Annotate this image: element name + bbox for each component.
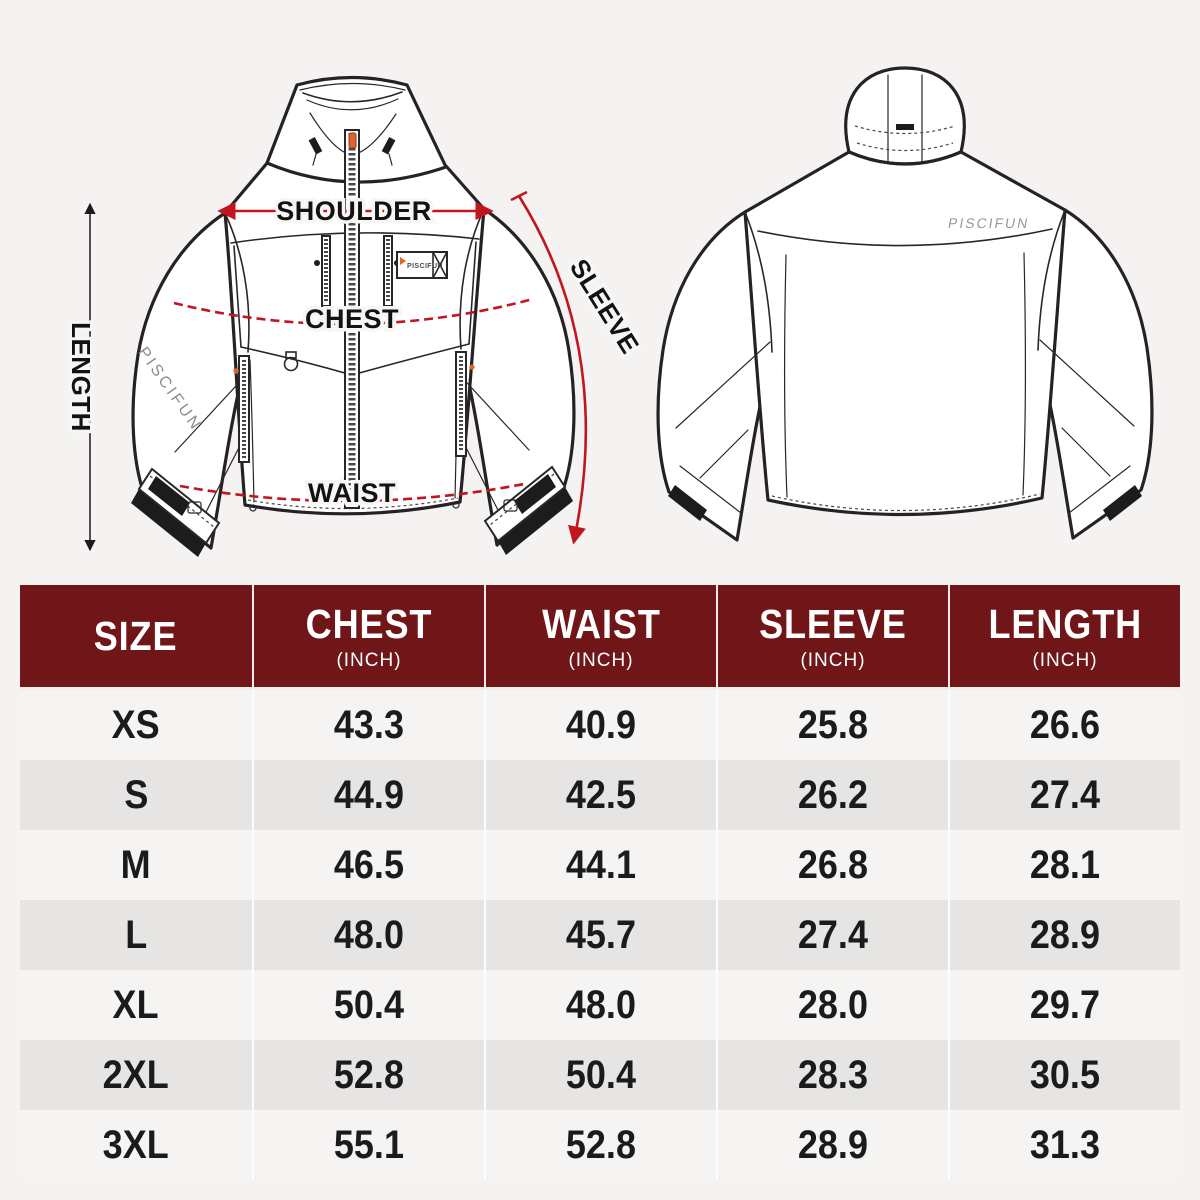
waist-cell: 50.4 (565, 1052, 637, 1097)
main-zipper (344, 129, 360, 509)
header-waist: WAIST (INCH) (484, 585, 716, 687)
length-cell: 28.9 (1029, 912, 1101, 957)
waist-cell: 44.1 (565, 842, 637, 887)
size-guide-diagram: PISCIFUN (63, 66, 1154, 557)
jacket-back-illustration: PISCIFUN (656, 66, 1154, 542)
chest-cell: 44.9 (333, 772, 405, 817)
table-row: XS 43.3 40.9 25.8 26.6 (20, 690, 1180, 760)
table-row: 3XL 55.1 52.8 28.9 31.3 (20, 1110, 1180, 1180)
chest-cell: 55.1 (333, 1122, 405, 1167)
header-size: SIZE (94, 612, 178, 659)
back-hood (844, 66, 966, 166)
waist-cell: 42.5 (565, 772, 637, 817)
table-row: L 48.0 45.7 27.4 28.9 (20, 900, 1180, 970)
size-cell: XL (112, 982, 160, 1027)
back-brand-text: PISCIFUN (947, 215, 1031, 231)
jacket-front-illustration: PISCIFUN (131, 75, 576, 557)
table-row: 2XL 52.8 50.4 28.3 30.5 (20, 1040, 1180, 1110)
sleeve-cell: 28.0 (797, 982, 869, 1027)
chest-cell: 50.4 (333, 982, 405, 1027)
front-right-cuff (483, 465, 573, 555)
header-length: LENGTH (INCH) (948, 585, 1180, 687)
sleeve-cell: 27.4 (797, 912, 869, 957)
back-torso (743, 150, 1067, 517)
table-row: XL 50.4 48.0 28.0 29.7 (20, 970, 1180, 1040)
size-cell: M (120, 842, 151, 887)
sleeve-cell: 26.8 (797, 842, 869, 887)
waist-cell: 52.8 (565, 1122, 637, 1167)
sleeve-arrow (517, 195, 588, 545)
table-header-row: SIZE CHEST (INCH) WAIST (INCH) SLEEVE (I… (20, 585, 1180, 687)
size-chart-table: SIZE CHEST (INCH) WAIST (INCH) SLEEVE (I… (20, 585, 1180, 1180)
size-cell: XS (111, 702, 161, 747)
waist-label: WAIST (308, 478, 396, 508)
chest-cell: 46.5 (333, 842, 405, 887)
length-cell: 27.4 (1029, 772, 1101, 817)
back-left-cuff (668, 465, 742, 521)
hood-toggle-right (381, 137, 396, 155)
length-cell: 28.1 (1029, 842, 1101, 887)
sleeve-cell: 25.8 (797, 702, 869, 747)
chest-brand-patch: PISCIFUN (396, 251, 448, 279)
table-row: S 44.9 42.5 26.2 27.4 (20, 760, 1180, 830)
front-left-cuff (131, 467, 221, 557)
waist-cell: 45.7 (565, 912, 637, 957)
chest-cell: 43.3 (333, 702, 405, 747)
waist-measure-line (179, 482, 525, 503)
back-right-cuff (1068, 465, 1142, 521)
chest-patch-brand-text: PISCIFUN (407, 263, 443, 270)
sleeve-label: SLEEVE (564, 254, 645, 359)
sleeve-cell: 28.3 (797, 1052, 869, 1097)
shoulder-label: SHOULDER (276, 196, 432, 226)
hood-toggle-left (308, 137, 323, 155)
length-cell: 30.5 (1029, 1052, 1101, 1097)
chest-measure-line (173, 297, 534, 326)
length-cell: 29.7 (1029, 982, 1101, 1027)
sleeve-cell: 28.9 (797, 1122, 869, 1167)
length-cell: 26.6 (1029, 702, 1101, 747)
size-cell: S (123, 772, 149, 817)
chest-cell: 52.8 (333, 1052, 405, 1097)
length-label: LENGTH (66, 322, 96, 432)
d-ring (283, 351, 299, 372)
size-cell: 3XL (102, 1122, 170, 1167)
zipper-pull (348, 132, 357, 149)
table-body: XS 43.3 40.9 25.8 26.6 S 44.9 42.5 26.2 … (20, 687, 1180, 1180)
length-cell: 31.3 (1029, 1122, 1101, 1167)
size-cell: 2XL (102, 1052, 170, 1097)
table-row: M 46.5 44.1 26.8 28.1 (20, 830, 1180, 900)
chest-cell: 48.0 (333, 912, 405, 957)
header-sleeve: SLEEVE (INCH) (716, 585, 948, 687)
size-cell: L (125, 912, 147, 957)
chest-label: CHEST (305, 304, 399, 334)
waist-cell: 48.0 (565, 982, 637, 1027)
sleeve-cell: 26.2 (797, 772, 869, 817)
header-chest: CHEST (INCH) (252, 585, 484, 687)
waist-cell: 40.9 (565, 702, 637, 747)
